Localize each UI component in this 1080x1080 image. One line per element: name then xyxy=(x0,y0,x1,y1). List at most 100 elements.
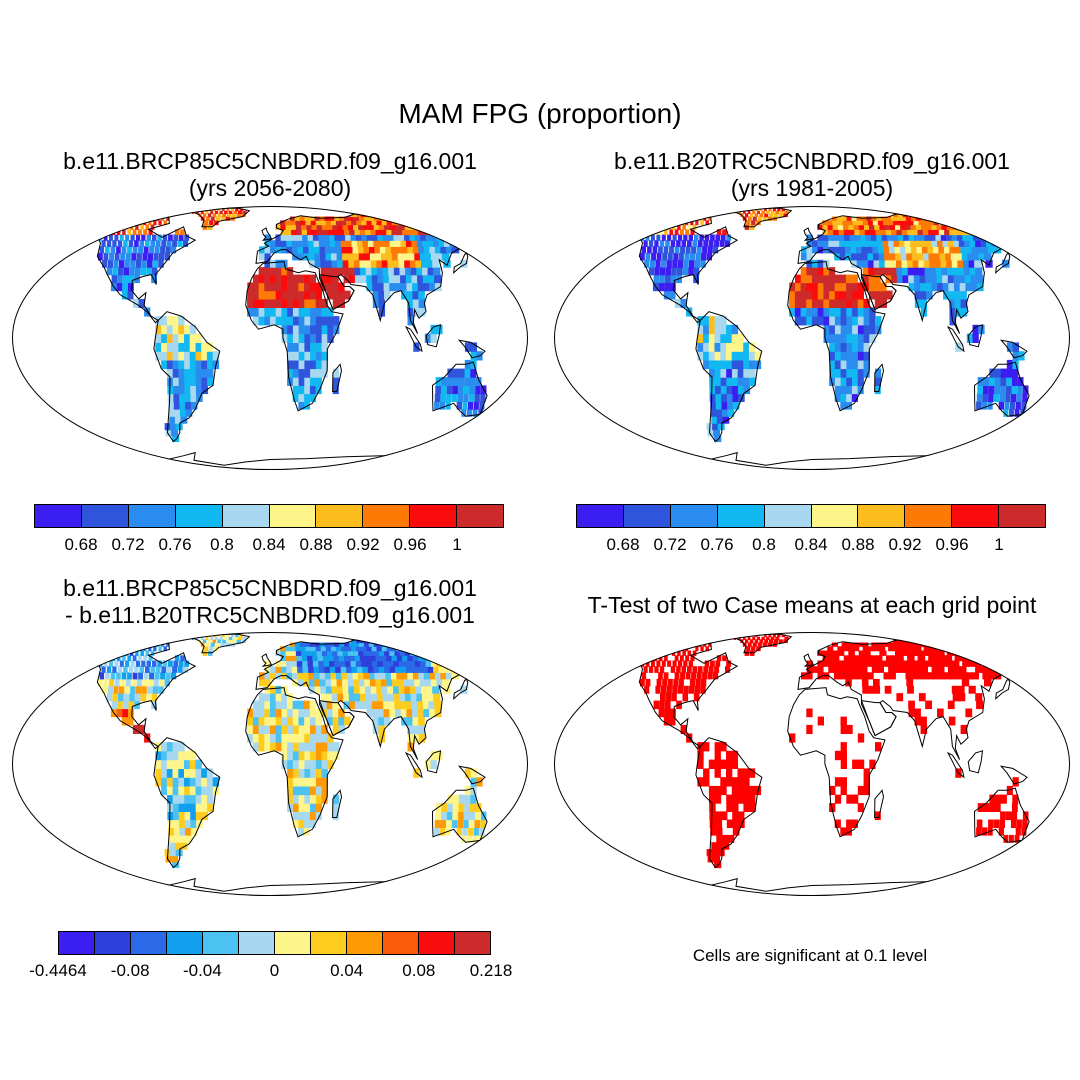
map-historical-grid-cell xyxy=(949,298,956,308)
map-historical-grid-cell xyxy=(704,234,710,241)
map-historical-grid-cell xyxy=(757,216,762,221)
map-ttest-grid-cell xyxy=(690,655,695,662)
map-future-grid-cell xyxy=(296,229,303,236)
map-ttest-grid-cell xyxy=(922,639,932,644)
map-historical-grid-cell xyxy=(713,246,719,254)
map-future-grid-cell xyxy=(292,333,300,343)
map-future-grid-cell xyxy=(174,229,180,236)
map-historical-grid-cell xyxy=(875,316,882,326)
map-future-grid-cell xyxy=(101,240,106,247)
map-difference-grid-cell xyxy=(380,655,389,662)
map-future-grid-cell xyxy=(393,267,401,276)
map-difference-grid-cell xyxy=(203,639,207,644)
map-historical-grid-cell xyxy=(984,216,996,221)
colorbar-difference-swatch-8 xyxy=(347,932,383,954)
map-historical-grid-cell xyxy=(609,216,611,221)
map-difference-grid-cell xyxy=(106,666,112,673)
map-future-grid-cell xyxy=(201,377,208,386)
map-ttest-grid-cell xyxy=(891,655,899,662)
map-future-grid-cell xyxy=(304,333,311,343)
map-future-grid-cell xyxy=(378,282,385,292)
map-historical-grid-cell xyxy=(914,290,922,300)
map-historical-grid-cell xyxy=(1009,224,1019,230)
map-future-grid-cell xyxy=(170,423,178,431)
map-ttest-grid-cell xyxy=(656,678,662,687)
map-difference-grid-cell xyxy=(467,834,472,843)
map-ttest-grid-cell xyxy=(860,660,867,667)
map-historical-grid-cell xyxy=(893,220,901,226)
map-ttest-grid-cell xyxy=(682,639,685,644)
map-future-grid-cell xyxy=(67,224,70,230)
map-future-grid-cell xyxy=(183,240,189,247)
map-historical-grid-cell xyxy=(869,290,876,300)
map-future-grid-cell xyxy=(457,393,463,402)
map-historical-grid-cell xyxy=(812,259,819,268)
colorbar-difference-swatch-7 xyxy=(311,932,347,954)
map-historical-grid-cell xyxy=(947,267,955,276)
map-future-grid-cell xyxy=(333,316,340,326)
map-historical-grid-cell xyxy=(840,333,847,343)
map-difference-grid-cell xyxy=(503,849,507,857)
map-difference-grid-cell xyxy=(417,708,425,718)
map-future-grid-cell xyxy=(201,385,209,395)
map-future-grid-cell xyxy=(128,282,134,292)
map-difference-grid-cell xyxy=(463,819,469,828)
map-difference-grid-cell xyxy=(425,678,433,687)
map-difference-grid-cell xyxy=(151,642,154,647)
map-future-grid-cell xyxy=(366,274,373,284)
map-future-grid-cell xyxy=(128,240,134,247)
map-ttest-grid-cell xyxy=(840,724,847,734)
map-historical-grid-cell xyxy=(1002,259,1010,268)
map-historical-grid-cell xyxy=(726,393,734,402)
map-future-coastline-arabia xyxy=(318,273,355,311)
map-future-grid-cell xyxy=(258,290,265,300)
map-historical-grid-cell xyxy=(743,210,746,214)
map-historical-grid-cell xyxy=(907,267,915,276)
map-difference-grid-cell xyxy=(117,646,121,652)
map-ttest-grid-cell xyxy=(841,642,849,647)
map-difference-grid-cell xyxy=(310,724,317,734)
map-difference-grid-cell xyxy=(201,811,209,821)
map-future-grid-cell xyxy=(452,216,464,221)
map-historical-grid-cell xyxy=(982,246,991,254)
map-ttest-grid-cell xyxy=(726,819,734,828)
map-ttest-grid-cell xyxy=(695,646,699,652)
map-ttest-grid-cell xyxy=(630,650,633,656)
map-future-grid-cell xyxy=(371,267,379,276)
map-future-coastline-na xyxy=(55,213,197,324)
map-future-grid-cell xyxy=(332,298,340,308)
map-difference-grid-cell xyxy=(281,708,288,718)
map-difference-grid-cell xyxy=(427,666,436,673)
map-ttest-grid-cell xyxy=(731,750,738,761)
map-ttest-grid-cell xyxy=(915,666,923,673)
map-future-grid-cell xyxy=(228,210,233,214)
map-historical-coastline-greenland xyxy=(731,207,793,228)
map-future-grid-cell xyxy=(112,220,115,226)
map-difference-grid-cell xyxy=(196,636,199,640)
map-future-grid-cell xyxy=(172,316,179,326)
map-difference-grid-cell xyxy=(136,642,139,647)
map-ttest-grid-cell xyxy=(743,785,750,796)
map-difference-grid-cell xyxy=(330,672,338,680)
map-historical-grid-cell xyxy=(1020,220,1031,226)
map-future-grid-cell xyxy=(145,224,150,230)
map-difference-grid-cell xyxy=(440,672,449,680)
map-future-grid-cell xyxy=(363,224,371,230)
map-difference-grid-cell xyxy=(412,724,420,734)
map-future-grid-cell xyxy=(386,229,394,236)
map-historical-grid-cell xyxy=(743,342,750,352)
map-historical-grid-cell xyxy=(993,246,1002,254)
map-historical-grid-cell xyxy=(972,252,981,261)
map-difference-grid-cell xyxy=(286,693,294,702)
map-ttest-grid-cell xyxy=(986,655,995,662)
map-ttest-grid-cell xyxy=(1015,660,1025,667)
map-ttest-grid-cell xyxy=(896,642,904,647)
map-ttest-grid-cell xyxy=(975,666,983,673)
map-future-coastline-australia xyxy=(431,361,488,417)
map-future-grid-cell xyxy=(417,274,424,284)
map-ttest-grid-cell xyxy=(665,693,672,702)
map-difference-grid-cell xyxy=(464,794,471,804)
map-difference-grid-cell xyxy=(347,672,354,680)
map-ttest-grid-cell xyxy=(867,685,875,694)
colorbar-historical-swatch-4 xyxy=(764,505,812,527)
